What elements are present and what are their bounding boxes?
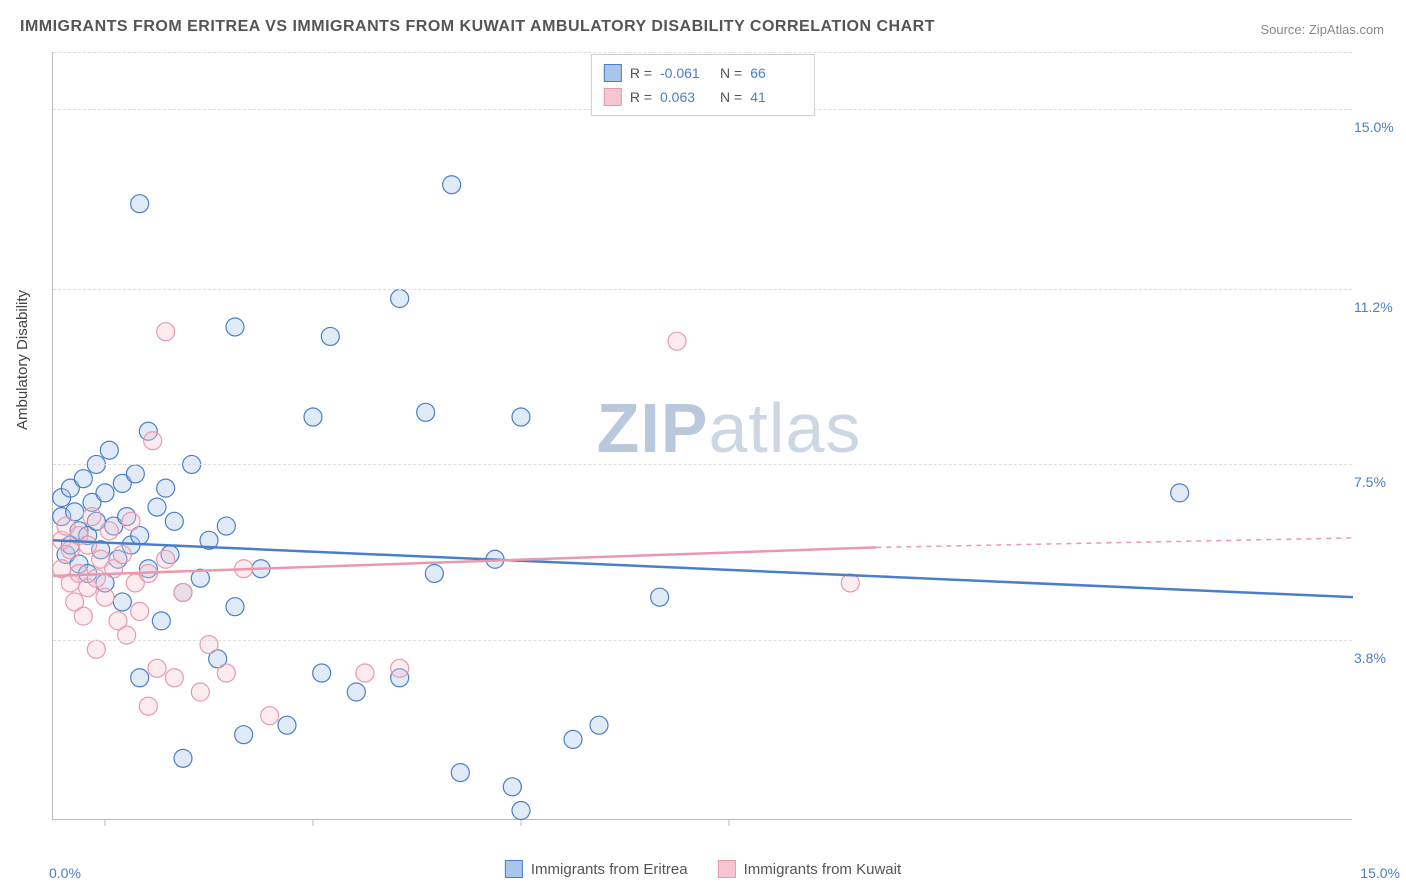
swatch-kuwait <box>604 88 622 106</box>
data-point <box>87 569 105 587</box>
legend-row-kuwait: R = 0.063 N = 41 <box>604 85 802 109</box>
data-point <box>417 403 435 421</box>
swatch-eritrea <box>604 64 622 82</box>
data-point <box>313 664 331 682</box>
data-point <box>87 640 105 658</box>
legend-label-eritrea: Immigrants from Eritrea <box>531 861 688 878</box>
data-point <box>217 664 235 682</box>
data-point <box>278 716 296 734</box>
data-point <box>100 522 118 540</box>
data-point <box>217 517 235 535</box>
y-axis-label: Ambulatory Disability <box>14 290 31 430</box>
r-value-eritrea: -0.061 <box>660 65 712 81</box>
data-point <box>157 479 175 497</box>
data-point <box>131 602 149 620</box>
data-point <box>152 612 170 630</box>
data-point <box>74 470 92 488</box>
data-point <box>100 441 118 459</box>
data-point <box>191 683 209 701</box>
swatch-kuwait <box>718 860 736 878</box>
data-point <box>144 432 162 450</box>
y-tick-label: 7.5% <box>1354 474 1386 490</box>
data-point <box>165 669 183 687</box>
data-point <box>200 636 218 654</box>
gridline <box>53 640 1352 641</box>
swatch-eritrea <box>505 860 523 878</box>
y-tick-label: 15.0% <box>1354 119 1394 135</box>
n-label: N = <box>720 89 742 105</box>
source-label: Source: ZipAtlas.com <box>1260 22 1384 37</box>
data-point <box>148 659 166 677</box>
data-point <box>165 512 183 530</box>
data-point <box>113 593 131 611</box>
data-point <box>83 508 101 526</box>
legend-item-kuwait: Immigrants from Kuwait <box>718 860 902 878</box>
gridline <box>53 289 1352 290</box>
data-point <box>157 323 175 341</box>
gridline <box>53 464 1352 465</box>
data-point <box>235 726 253 744</box>
data-point <box>564 730 582 748</box>
data-point <box>1171 484 1189 502</box>
chart-title: IMMIGRANTS FROM ERITREA VS IMMIGRANTS FR… <box>20 18 935 36</box>
chart-svg <box>53 52 1352 819</box>
data-point <box>126 465 144 483</box>
data-point <box>503 778 521 796</box>
trend-line-extrapolated <box>876 538 1353 547</box>
data-point <box>113 546 131 564</box>
data-point <box>96 484 114 502</box>
data-point <box>79 536 97 554</box>
data-point <box>261 707 279 725</box>
x-tick-label: 0.0% <box>49 865 81 881</box>
data-point <box>174 749 192 767</box>
data-point <box>347 683 365 701</box>
data-point <box>96 588 114 606</box>
data-point <box>321 327 339 345</box>
series-legend: Immigrants from Eritrea Immigrants from … <box>505 860 901 878</box>
legend-label-kuwait: Immigrants from Kuwait <box>744 861 902 878</box>
data-point <box>131 669 149 687</box>
data-point <box>590 716 608 734</box>
y-tick-label: 11.2% <box>1354 299 1393 315</box>
r-label: R = <box>630 89 652 105</box>
r-label: R = <box>630 65 652 81</box>
data-point <box>226 318 244 336</box>
data-point <box>139 697 157 715</box>
data-point <box>74 607 92 625</box>
n-label: N = <box>720 65 742 81</box>
x-tick-label: 15.0% <box>1360 865 1400 881</box>
data-point <box>122 512 140 530</box>
data-point <box>512 802 530 820</box>
data-point <box>651 588 669 606</box>
data-point <box>148 498 166 516</box>
r-value-kuwait: 0.063 <box>660 89 712 105</box>
correlation-legend: R = -0.061 N = 66 R = 0.063 N = 41 <box>591 54 815 116</box>
data-point <box>304 408 322 426</box>
data-point <box>512 408 530 426</box>
data-point <box>226 598 244 616</box>
legend-row-eritrea: R = -0.061 N = 66 <box>604 61 802 85</box>
data-point <box>356 664 374 682</box>
y-tick-label: 3.8% <box>1354 650 1386 666</box>
data-point <box>118 626 136 644</box>
data-point <box>425 564 443 582</box>
data-point <box>668 332 686 350</box>
data-point <box>157 550 175 568</box>
plot-area: ZIPatlas 3.8%7.5%11.2%15.0%0.0%15.0% <box>52 52 1352 820</box>
data-point <box>451 764 469 782</box>
n-value-kuwait: 41 <box>750 89 802 105</box>
data-point <box>131 195 149 213</box>
data-point <box>391 659 409 677</box>
data-point <box>391 290 409 308</box>
legend-item-eritrea: Immigrants from Eritrea <box>505 860 688 878</box>
data-point <box>443 176 461 194</box>
n-value-eritrea: 66 <box>750 65 802 81</box>
data-point <box>174 583 192 601</box>
